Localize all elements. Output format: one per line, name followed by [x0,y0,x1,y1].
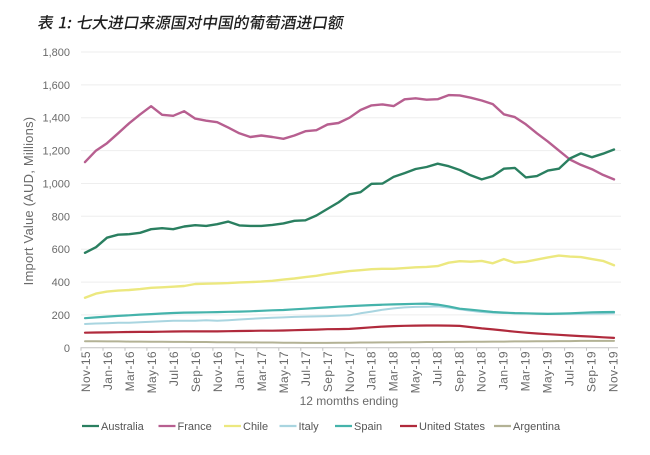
svg-text:May-19: May-19 [541,351,555,393]
svg-text:Sep-19: Sep-19 [585,351,599,392]
svg-text:Nov-17: Nov-17 [343,351,357,392]
svg-text:France: France [178,421,212,433]
svg-text:May-18: May-18 [409,351,423,393]
svg-text:Mar-16: Mar-16 [123,351,137,391]
svg-text:Mar-17: Mar-17 [255,351,269,391]
svg-text:United States: United States [419,421,486,433]
svg-text:1,000: 1,000 [42,179,70,191]
svg-text:Import Value (AUD, Millions): Import Value (AUD, Millions) [21,117,36,286]
svg-text:Jan-16: Jan-16 [101,351,115,390]
svg-text:1,200: 1,200 [42,146,70,158]
svg-text:800: 800 [52,211,70,223]
svg-text:1,600: 1,600 [42,80,70,92]
svg-text:0: 0 [64,343,70,355]
svg-text:Jul-19: Jul-19 [563,351,577,386]
svg-text:Sep-18: Sep-18 [453,351,467,392]
svg-text:Jan-17: Jan-17 [233,351,247,390]
svg-text:200: 200 [52,310,70,322]
svg-text:May-16: May-16 [145,351,159,393]
svg-text:Chile: Chile [243,421,268,433]
svg-text:Mar-19: Mar-19 [519,351,533,391]
svg-text:Nov-16: Nov-16 [211,351,225,392]
svg-text:Nov-15: Nov-15 [79,351,93,392]
svg-text:May-17: May-17 [277,351,291,393]
svg-text:12 momths ending: 12 momths ending [300,394,399,408]
svg-text:Argentina: Argentina [513,421,561,433]
svg-text:400: 400 [52,277,70,289]
svg-text:Jul-16: Jul-16 [167,351,181,386]
svg-text:600: 600 [52,244,70,256]
svg-text:1,400: 1,400 [42,113,70,125]
svg-text:Jul-18: Jul-18 [431,351,445,386]
svg-text:Italy: Italy [299,421,320,433]
svg-text:Jan-18: Jan-18 [365,351,379,390]
svg-text:Mar-18: Mar-18 [387,351,401,391]
svg-text:Nov-19: Nov-19 [607,351,621,392]
svg-text:Australia: Australia [101,421,145,433]
svg-text:Sep-16: Sep-16 [189,351,203,392]
svg-text:Jan-19: Jan-19 [497,351,511,390]
svg-text:Jul-17: Jul-17 [299,351,313,386]
svg-text:Sep-17: Sep-17 [321,351,335,392]
svg-text:1,800: 1,800 [42,47,70,59]
svg-text:Nov-18: Nov-18 [475,351,489,392]
svg-text:Spain: Spain [354,421,382,433]
